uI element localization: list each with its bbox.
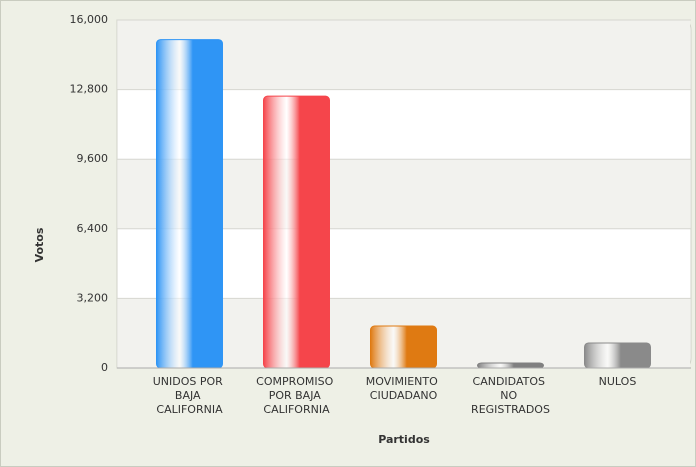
y-tick-label: 0 [101,361,108,374]
x-tick-label: CANDIDATOS NO REGISTRADOS [471,375,550,416]
x-tick-label: UNIDOS POR BAJA CALIFORNIA [153,375,227,416]
x-tick-label: MOVIMIENTO CIUDADANO [366,375,442,402]
y-axis-title: Votos [33,227,46,262]
y-tick-label: 6,400 [77,222,109,235]
x-tick-label: NULOS [599,375,637,388]
y-tick-label: 3,200 [77,291,109,304]
bar [477,362,544,369]
y-tick-label: 16,000 [70,13,109,26]
bar [370,325,437,369]
bar [263,95,330,369]
bar [584,342,651,369]
y-tick-label: 12,800 [70,83,109,96]
y-tick-label: 9,600 [77,152,109,165]
x-tick-label: COMPROMISO POR BAJA CALIFORNIA [256,375,337,416]
bar [156,39,223,369]
x-axis-title: Partidos [378,433,430,446]
